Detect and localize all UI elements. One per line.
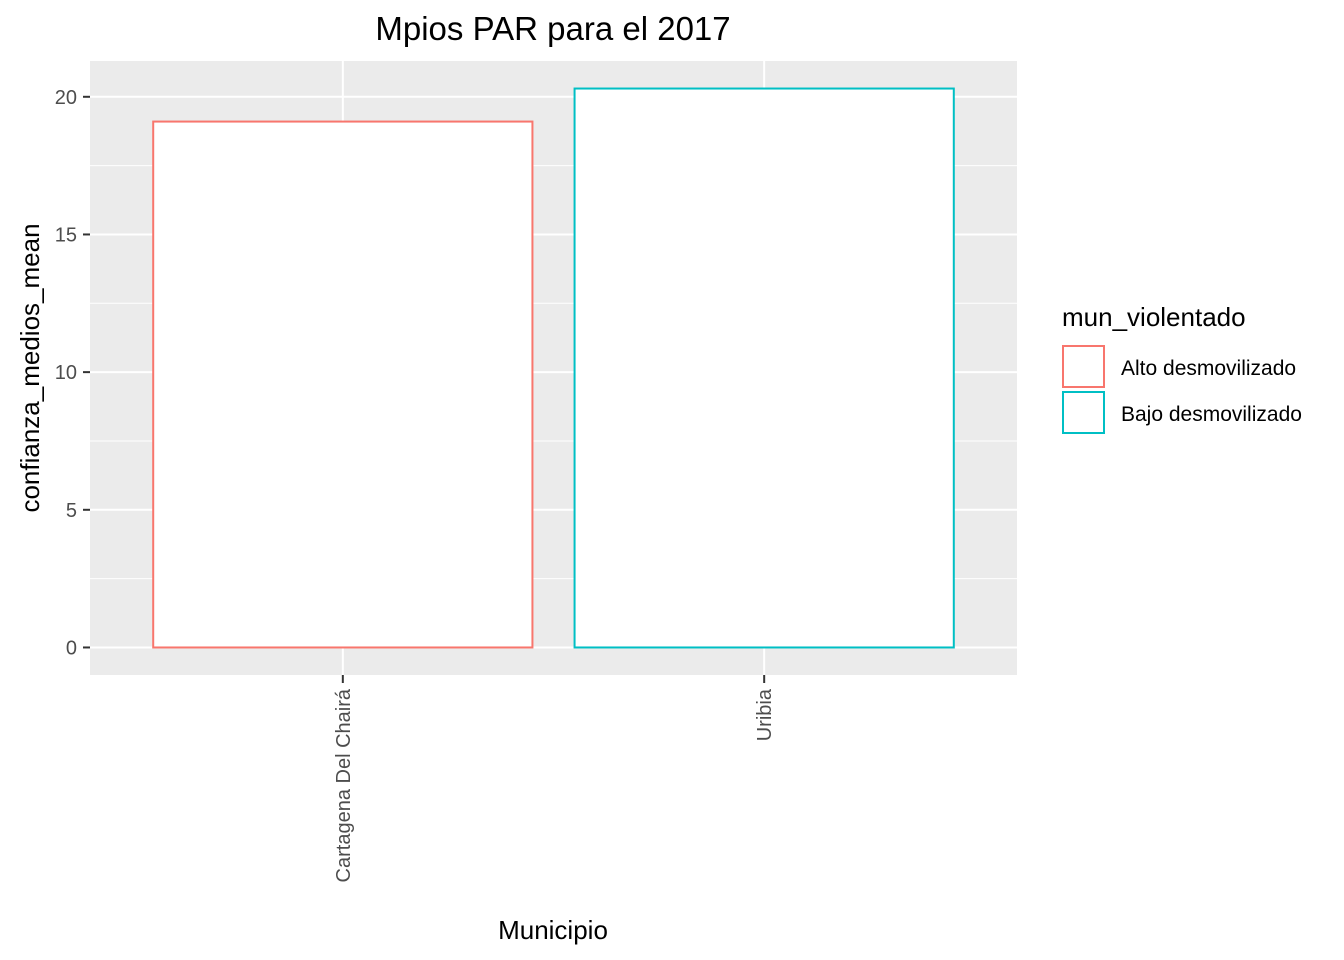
bars-layer	[152, 87, 955, 649]
x-tick-label: Uribia	[754, 688, 776, 741]
y-tick-label: 20	[55, 87, 77, 109]
chart-title: Mpios PAR para el 2017	[375, 10, 730, 47]
legend-key	[1062, 391, 1105, 434]
y-tick-label: 0	[66, 637, 77, 659]
y-tick-label: 10	[55, 362, 77, 384]
y-axis-title: confianza_medios_mean	[15, 223, 45, 512]
legend-items: Alto desmovilizado Bajo desmovilizado	[1062, 345, 1302, 434]
legend-label: Alto desmovilizado	[1121, 357, 1296, 380]
x-tick-label: Cartagena Del Chairá	[333, 688, 355, 882]
y-axis: 0 5 10 15 20	[55, 87, 90, 659]
bar	[152, 120, 534, 649]
legend-label: Bajo desmovilizado	[1121, 403, 1302, 426]
legend: mun_violentado Alto desmovilizado Bajo de…	[1062, 302, 1302, 434]
bar	[573, 87, 955, 649]
x-axis-title: Municipio	[498, 915, 608, 945]
y-tick-label: 5	[66, 500, 77, 522]
legend-key	[1062, 345, 1105, 388]
legend-title: mun_violentado	[1062, 302, 1246, 332]
x-axis: Cartagena Del Chairá Uribia	[333, 675, 776, 882]
y-tick-label: 15	[55, 224, 77, 246]
